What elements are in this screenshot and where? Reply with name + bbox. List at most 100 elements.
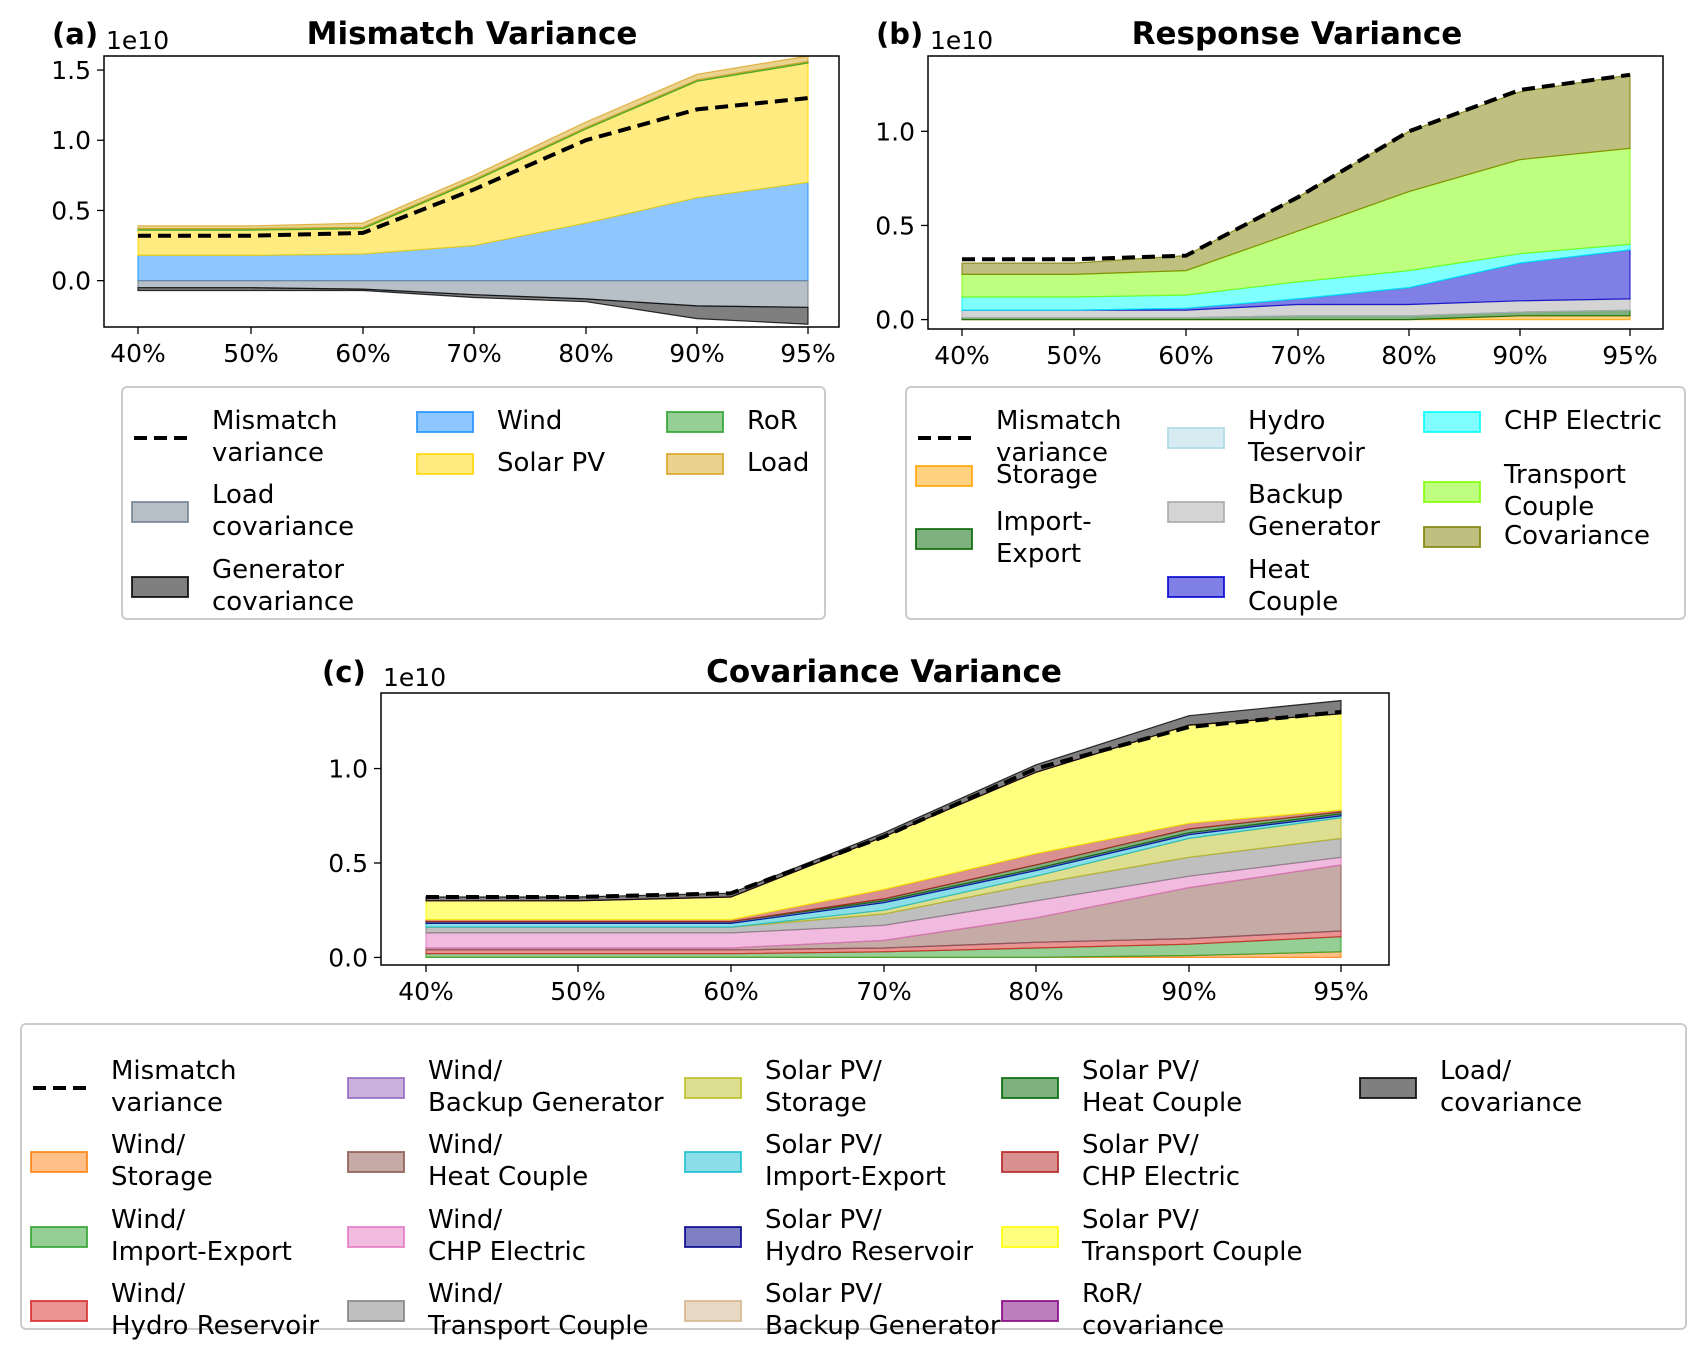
y-tick-label: 0.5 <box>875 211 915 240</box>
legend-label: Wind/Transport Couple <box>427 1279 649 1341</box>
legend-marker-swatch <box>1167 427 1225 449</box>
legend-marker-swatch <box>1167 576 1225 598</box>
legend-marker-swatch <box>416 411 474 433</box>
offset-text: 1e10 <box>106 26 169 55</box>
legend-label: Import-Export <box>996 507 1092 569</box>
panel-label: (a) <box>52 17 98 51</box>
legend-label: Wind/Hydro Reservoir <box>111 1279 319 1341</box>
legend-label: Storage <box>996 460 1098 490</box>
x-tick-label: 40% <box>110 339 166 368</box>
legend-frame <box>905 386 1686 620</box>
legend-label: Hydro Teservoir <box>1247 406 1365 468</box>
legend-marker-swatch <box>1423 481 1481 503</box>
legend-label: Solar PV/CHP Electric <box>1082 1130 1240 1192</box>
legend-label: Solar PV/Heat Couple <box>1082 1056 1242 1118</box>
legend-marker-swatch <box>30 1151 88 1173</box>
x-tick-label: 95% <box>780 339 836 368</box>
legend-label: Mismatch variance <box>212 406 337 468</box>
x-tick-label: 70% <box>446 339 502 368</box>
legend-marker-swatch <box>131 501 189 523</box>
legend-label: Wind <box>497 406 562 436</box>
legend-label: Covariance <box>1504 521 1650 551</box>
legend-marker-swatch <box>416 453 474 475</box>
y-tick-label: 1.0 <box>51 126 91 155</box>
legend-marker-swatch <box>1001 1077 1059 1099</box>
x-tick-label: 80% <box>1008 977 1064 1006</box>
x-tick-label: 60% <box>335 339 391 368</box>
line-mismatch-variance <box>426 709 1342 899</box>
y-tick-label: 0.0 <box>51 267 91 296</box>
chart-title: Covariance Variance <box>706 654 1062 690</box>
legend-label: Transport Couple <box>1503 460 1626 522</box>
offset-text: 1e10 <box>930 26 993 55</box>
y-tick-label: 1.5 <box>51 56 91 85</box>
legend-label: Wind/Import-Export <box>111 1205 292 1267</box>
line-mismatch-variance <box>962 72 1631 262</box>
legend-label: Load covariance <box>212 480 354 542</box>
panel-a: 40% 50% 60% 70% 80% 90% 95% 0.0 0.5 1.0 1.5 Mismatc… <box>51 16 840 620</box>
y-tick-label: 1.0 <box>875 117 915 146</box>
offset-text: 1e10 <box>383 663 446 692</box>
legend-label: Solar PV/Import-Export <box>765 1130 946 1192</box>
legend-marker-swatch <box>347 1151 405 1173</box>
y-tick-label: 0.5 <box>51 196 91 225</box>
legend-marker-swatch <box>1359 1077 1417 1099</box>
axes-frame <box>380 692 1390 966</box>
legend-marker-swatch <box>131 576 189 598</box>
legend-marker-swatch <box>915 528 973 550</box>
legend-marker-swatch <box>30 1226 88 1248</box>
x-tick-label: 90% <box>1161 977 1217 1006</box>
legend-label: Generator covariance <box>212 555 354 617</box>
y-tick-label: 0.5 <box>328 849 368 878</box>
y-tick-label: 0.0 <box>875 306 915 335</box>
x-tick-label: 60% <box>1158 341 1214 370</box>
x-tick-label: 80% <box>1381 341 1437 370</box>
legend-marker-swatch <box>347 1300 405 1322</box>
x-tick-label: 40% <box>398 977 454 1006</box>
legend-label: Wind/CHP Electric <box>428 1205 586 1267</box>
x-tick-label: 60% <box>703 977 759 1006</box>
legend-marker-swatch <box>347 1077 405 1099</box>
legend-marker-swatch <box>1001 1300 1059 1322</box>
legend-label: Solar PV/Hydro Reservoir <box>765 1205 973 1267</box>
x-tick-label: 50% <box>550 977 606 1006</box>
legend-marker-swatch <box>684 1077 742 1099</box>
x-tick-label: 50% <box>1046 341 1102 370</box>
legend-label: CHP Electric <box>1504 406 1662 436</box>
legend: Mismatch variance Load covariance Generator c… <box>121 386 826 620</box>
panel-b: 40% 50% 60% 70% 80% 90% 95% 0.0 0.5 1.0 Response V… <box>875 16 1686 620</box>
legend-marker-swatch <box>1423 526 1481 548</box>
legend-marker-swatch <box>1167 501 1225 523</box>
legend-label: Wind/Backup Generator <box>428 1056 664 1118</box>
x-tick-label: 90% <box>669 339 725 368</box>
legend-label: Solar PV/Transport Couple <box>1081 1205 1303 1267</box>
legend-marker-swatch <box>347 1226 405 1248</box>
x-tick-label: 95% <box>1602 341 1658 370</box>
legend-label: Solar PV/Backup Generator <box>765 1279 1001 1341</box>
legend-label: RoR <box>747 406 798 436</box>
x-tick-label: 70% <box>1270 341 1326 370</box>
x-tick-label: 70% <box>856 977 912 1006</box>
y-tick-label: 1.0 <box>328 755 368 784</box>
x-tick-label: 80% <box>558 339 614 368</box>
legend-frame <box>20 1023 1687 1330</box>
legend-label: Mismatch variance <box>996 406 1121 468</box>
legend-label: Solar PV <box>497 448 605 478</box>
y-tick-label: 0.0 <box>328 943 368 972</box>
x-tick-label: 40% <box>934 341 990 370</box>
legend-frame <box>121 386 826 620</box>
area-load-covariance <box>137 280 809 308</box>
axes-frame <box>103 55 840 328</box>
legend-label: Backup Generator <box>1248 480 1380 542</box>
legend-marker-swatch <box>1001 1151 1059 1173</box>
panel-c: 40% 50% 60% 70% 80% 90% 95% 0.0 0.5 1.0 Covariance… <box>20 654 1687 1341</box>
legend-label: Load/covariance <box>1440 1056 1582 1118</box>
x-tick-label: 50% <box>223 339 279 368</box>
legend-marker-swatch <box>684 1300 742 1322</box>
panel-label: (c) <box>322 655 366 689</box>
legend-label: RoR/covariance <box>1082 1279 1224 1341</box>
legend-marker-swatch <box>30 1300 88 1322</box>
legend-marker-swatch <box>915 465 973 487</box>
